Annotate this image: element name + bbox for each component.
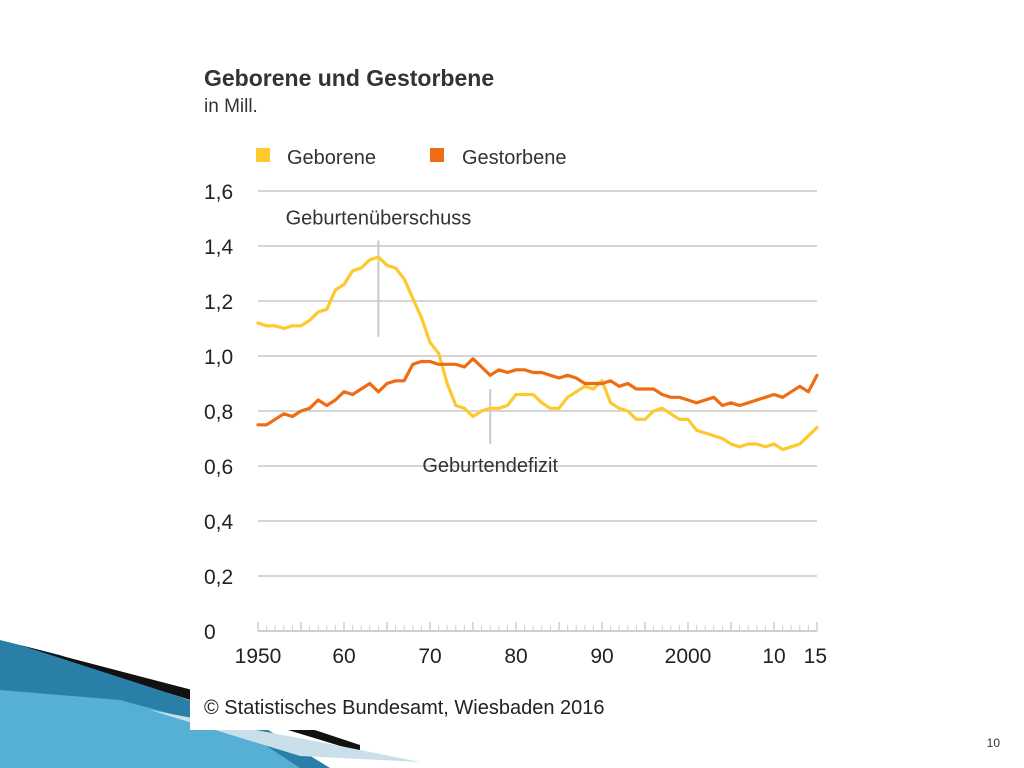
slide-swoosh-light bbox=[0, 690, 300, 768]
source-credit: © Statistisches Bundesamt, Wiesbaden 201… bbox=[204, 697, 605, 719]
line-chart: Geborene und Gestorbene in Mill. Geboren… bbox=[204, 65, 827, 719]
annotation-label: Geburtenüberschuss bbox=[286, 208, 472, 230]
legend: Geborene Gestorbene bbox=[256, 147, 567, 169]
y-axis-ticks: 0 0,2 0,4 0,6 0,8 1,0 1,2 1,4 1,6 bbox=[204, 181, 234, 644]
chart-subtitle: in Mill. bbox=[204, 96, 258, 117]
y-tick-label: 1,6 bbox=[204, 181, 233, 204]
y-tick-label: 1,0 bbox=[204, 346, 233, 369]
x-tick-label: 1950 bbox=[235, 645, 282, 668]
legend-label-geborene: Geborene bbox=[287, 147, 376, 169]
y-tick-label: 1,2 bbox=[204, 291, 233, 314]
legend-swatch-geborene bbox=[256, 148, 270, 162]
legend-label-gestorbene: Gestorbene bbox=[462, 147, 567, 169]
y-tick-label: 0 bbox=[204, 621, 216, 644]
series-line-gestorbene bbox=[256, 357, 819, 427]
x-tick-label: 70 bbox=[418, 645, 441, 668]
y-tick-label: 0,6 bbox=[204, 456, 233, 479]
x-tick-label: 10 bbox=[762, 645, 785, 668]
annotation-label: Geburtendefizit bbox=[422, 455, 558, 477]
y-tick-label: 1,4 bbox=[204, 236, 234, 259]
y-tick-label: 0,8 bbox=[204, 401, 233, 424]
gridlines bbox=[258, 190, 817, 577]
data-series bbox=[256, 255, 819, 452]
annotations: Geburtenüberschuss Geburtendefizit bbox=[286, 208, 559, 478]
series-line-geborene bbox=[256, 255, 819, 452]
y-tick-label: 0,2 bbox=[204, 566, 233, 589]
x-tick-label: 60 bbox=[332, 645, 355, 668]
x-tick-label: 90 bbox=[590, 645, 613, 668]
chart-figure: Geborene und Gestorbene in Mill. Geboren… bbox=[190, 50, 840, 730]
chart-title: Geborene und Gestorbene bbox=[204, 65, 494, 91]
x-tick-label: 2000 bbox=[665, 645, 712, 668]
x-tick-label: 80 bbox=[504, 645, 527, 668]
legend-swatch-gestorbene bbox=[430, 148, 444, 162]
x-tick-label: 15 bbox=[804, 645, 827, 668]
y-tick-label: 0,4 bbox=[204, 511, 234, 534]
x-axis-ticks: 1950 60 70 80 90 2000 10 15 bbox=[235, 622, 827, 668]
slide-page-number: 10 bbox=[986, 736, 1000, 750]
